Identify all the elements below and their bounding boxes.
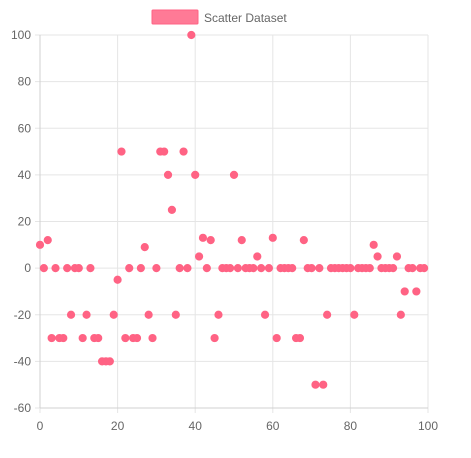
data-point[interactable] [229, 170, 239, 179]
data-point[interactable] [183, 264, 192, 273]
x-tick-label: 100 [418, 419, 438, 433]
data-point[interactable] [392, 252, 402, 261]
data-point[interactable] [400, 287, 409, 296]
y-tick-label: 20 [18, 215, 32, 229]
data-point[interactable] [167, 205, 177, 214]
data-point[interactable] [198, 233, 208, 242]
data-points [35, 30, 429, 389]
data-point[interactable] [369, 240, 378, 249]
data-point[interactable] [160, 147, 169, 156]
data-point[interactable] [105, 357, 114, 366]
data-point[interactable] [43, 236, 52, 245]
data-point[interactable] [144, 310, 153, 319]
data-point[interactable] [191, 170, 200, 179]
data-point[interactable] [288, 264, 297, 273]
data-point[interactable] [132, 333, 142, 343]
data-point[interactable] [125, 264, 134, 273]
y-tick-label: -40 [14, 354, 32, 368]
data-point[interactable] [163, 170, 173, 179]
data-point[interactable] [171, 310, 180, 319]
data-point[interactable] [39, 264, 48, 273]
x-tick-label: 20 [111, 419, 125, 433]
data-point[interactable] [187, 30, 196, 40]
data-point[interactable] [299, 236, 308, 245]
data-point[interactable] [420, 264, 429, 273]
data-point[interactable] [272, 333, 281, 343]
data-point[interactable] [74, 264, 83, 273]
data-point[interactable] [214, 310, 223, 319]
data-point[interactable] [136, 264, 145, 273]
data-point[interactable] [264, 264, 274, 273]
data-point[interactable] [47, 333, 56, 343]
data-point[interactable] [396, 310, 405, 319]
data-point[interactable] [202, 264, 211, 273]
data-point[interactable] [66, 310, 76, 319]
data-point[interactable] [51, 264, 60, 273]
data-point[interactable] [260, 310, 270, 319]
y-tick-label: -60 [14, 401, 32, 415]
data-point[interactable] [257, 264, 266, 273]
data-point[interactable] [210, 333, 219, 343]
data-point[interactable] [268, 233, 277, 242]
data-point[interactable] [226, 264, 235, 273]
data-point[interactable] [59, 333, 68, 343]
data-point[interactable] [109, 310, 118, 319]
data-point[interactable] [323, 310, 332, 319]
data-point[interactable] [117, 147, 126, 156]
x-tick-label: 0 [37, 419, 44, 433]
y-tick-label: -20 [14, 308, 32, 322]
data-point[interactable] [365, 264, 374, 273]
data-point[interactable] [113, 275, 122, 284]
data-point[interactable] [35, 240, 45, 249]
y-tick-label: 60 [18, 121, 32, 135]
data-point[interactable] [295, 333, 305, 343]
data-point[interactable] [350, 310, 359, 319]
data-point[interactable] [94, 333, 103, 343]
data-point[interactable] [408, 264, 417, 273]
data-point[interactable] [249, 264, 258, 273]
data-point[interactable] [82, 310, 91, 319]
data-point[interactable] [388, 264, 398, 273]
data-point[interactable] [346, 264, 355, 273]
legend[interactable]: Scatter Dataset [151, 9, 287, 25]
data-point[interactable] [63, 264, 72, 273]
data-point[interactable] [140, 243, 149, 252]
data-point[interactable] [152, 264, 161, 273]
y-tick-label: 100 [11, 28, 31, 42]
data-point[interactable] [412, 287, 421, 296]
data-point[interactable] [148, 333, 157, 343]
data-point[interactable] [311, 380, 320, 389]
data-point[interactable] [194, 252, 204, 261]
data-point[interactable] [253, 252, 262, 261]
data-point[interactable] [237, 236, 246, 245]
data-point[interactable] [121, 333, 130, 343]
data-point[interactable] [233, 264, 242, 273]
data-point[interactable] [175, 264, 184, 273]
y-tick-label: 40 [18, 168, 32, 182]
x-tick-label: 40 [189, 419, 203, 433]
y-tick-label: 0 [24, 261, 31, 275]
data-point[interactable] [373, 252, 382, 261]
data-point[interactable] [315, 264, 324, 273]
x-tick-label: 80 [344, 419, 358, 433]
data-point[interactable] [206, 236, 215, 245]
legend-swatch [151, 9, 199, 25]
x-tick-label: 60 [266, 419, 280, 433]
data-point[interactable] [179, 147, 188, 156]
grid-lines [35, 34, 429, 413]
data-point[interactable] [307, 264, 316, 273]
data-point[interactable] [78, 333, 87, 343]
data-point[interactable] [86, 264, 95, 273]
axes: 0 20 40 60 80 100 100 80 60 40 20 0 -20 -40 -60 [11, 28, 438, 433]
legend-label: Scatter Dataset [204, 11, 287, 25]
data-point[interactable] [319, 380, 328, 389]
y-tick-label: 80 [18, 75, 32, 89]
